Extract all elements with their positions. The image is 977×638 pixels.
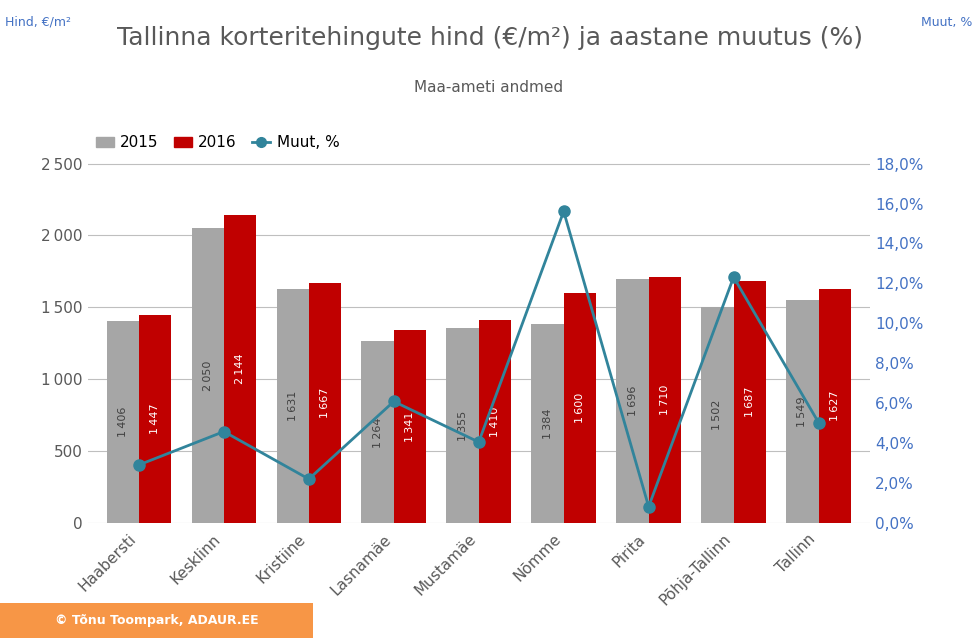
Bar (786, 300, 819, 523)
Text: 1 667: 1 667 (319, 388, 330, 419)
Text: Maa-ameti andmed: Maa-ameti andmed (414, 80, 563, 95)
Bar (479, 320, 511, 523)
Text: Hind, €/m²: Hind, €/m² (5, 16, 71, 29)
Text: 1 264: 1 264 (372, 417, 383, 447)
Bar (701, 307, 734, 523)
Text: 1 549: 1 549 (797, 396, 807, 427)
Text: 1 696: 1 696 (627, 386, 638, 417)
Text: 1 710: 1 710 (659, 385, 670, 415)
Bar (616, 279, 649, 523)
Bar (394, 330, 426, 523)
Bar (276, 288, 309, 523)
Bar (649, 277, 681, 523)
Text: 1 687: 1 687 (744, 387, 755, 417)
Text: 1 627: 1 627 (829, 391, 839, 421)
Bar (819, 289, 851, 523)
Text: 1 384: 1 384 (542, 408, 553, 439)
Text: 2 050: 2 050 (202, 360, 213, 391)
Bar (224, 215, 256, 523)
Bar (361, 341, 394, 523)
Bar (531, 324, 564, 523)
Bar (734, 281, 766, 523)
Text: 1 341: 1 341 (404, 412, 415, 442)
Bar (564, 293, 596, 523)
Text: 1 406: 1 406 (118, 407, 128, 437)
Bar (446, 329, 479, 523)
Text: © Tõnu Toompark, ADAUR.EE: © Tõnu Toompark, ADAUR.EE (55, 614, 258, 627)
Text: 1 600: 1 600 (574, 393, 585, 423)
Text: Tallinna korteritehingute hind (€/m²) ja aastane muutus (%): Tallinna korteritehingute hind (€/m²) ja… (117, 26, 864, 50)
Text: 1 631: 1 631 (287, 390, 298, 421)
Bar (106, 321, 139, 523)
Text: Muut, %: Muut, % (920, 16, 972, 29)
Text: 2 144: 2 144 (235, 353, 245, 384)
Bar (309, 283, 341, 523)
Text: 1 447: 1 447 (150, 404, 160, 434)
Text: 1 355: 1 355 (457, 411, 468, 441)
Text: 1 502: 1 502 (712, 400, 722, 430)
Text: 1 410: 1 410 (489, 406, 500, 437)
Bar (139, 315, 171, 523)
Bar (191, 228, 224, 523)
Legend: 2015, 2016, Muut, %: 2015, 2016, Muut, % (96, 135, 339, 150)
